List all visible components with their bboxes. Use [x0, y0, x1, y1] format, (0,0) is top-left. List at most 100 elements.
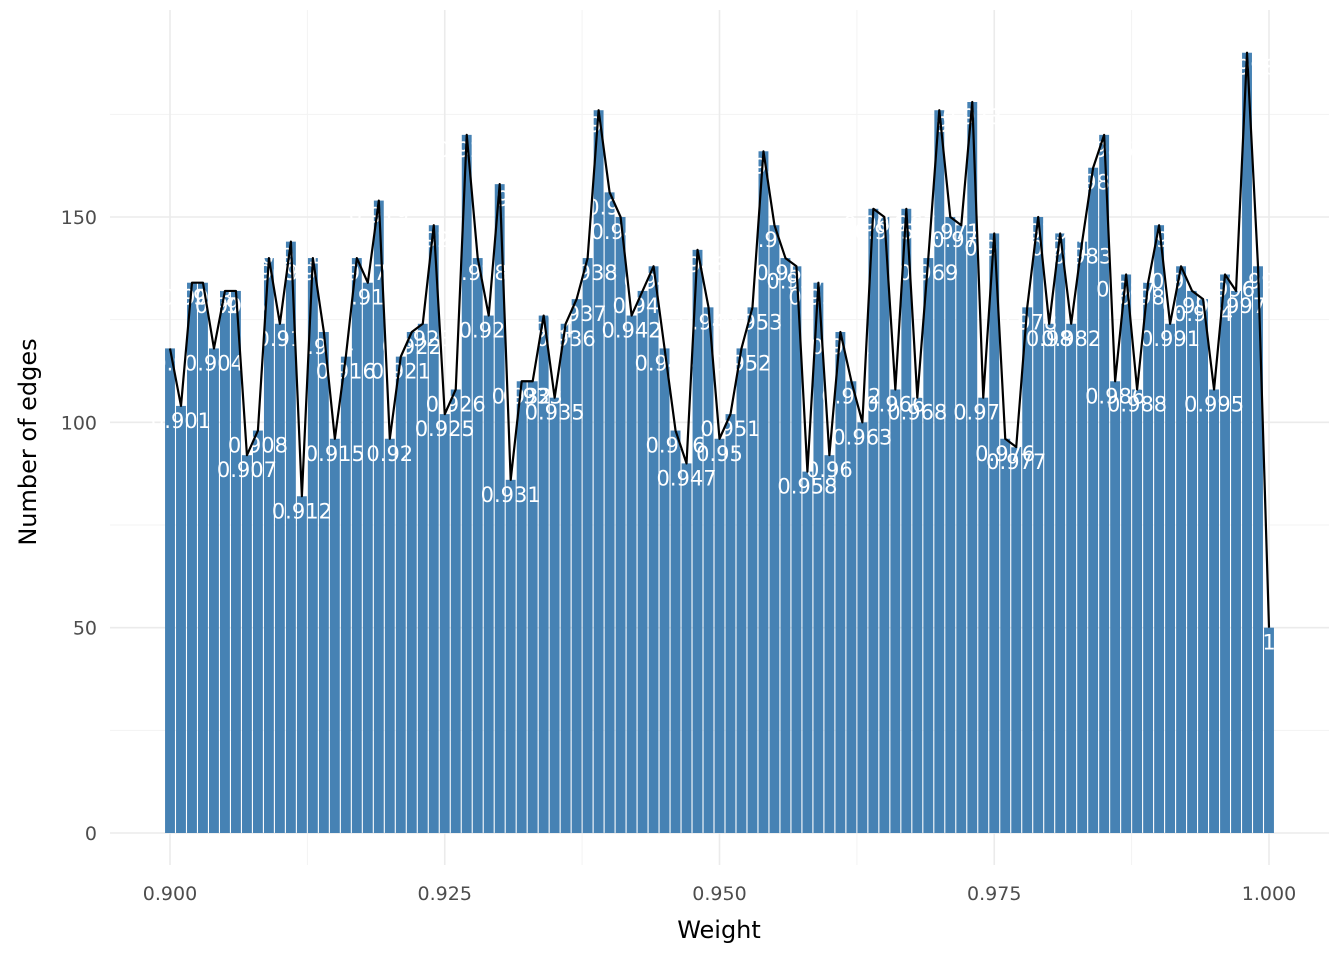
bar	[780, 258, 791, 833]
bar-value-label: 0.982	[1041, 327, 1101, 351]
bar	[428, 225, 439, 833]
bar-value-label: 0.997	[1206, 294, 1266, 318]
bar	[835, 331, 846, 833]
count-line	[168, 51, 1271, 628]
bar-value-label: 0.958	[777, 475, 837, 499]
bar	[846, 381, 857, 833]
bar	[1044, 323, 1055, 833]
bar-value-label: 0.922	[382, 335, 442, 359]
bar	[582, 258, 593, 833]
bar	[626, 315, 637, 833]
bar	[176, 405, 186, 833]
bar	[274, 323, 285, 833]
bar	[1143, 282, 1154, 834]
bar	[901, 208, 912, 834]
bar	[1022, 307, 1033, 834]
bar	[703, 307, 714, 834]
bar	[307, 258, 318, 833]
bar-value-label: 0.92	[366, 442, 413, 466]
bar-value-label: 0.966	[865, 392, 925, 416]
bar-value-label: 0.938	[558, 261, 618, 285]
bar-value-label: 0.943	[613, 294, 673, 318]
bar	[362, 282, 373, 834]
bar	[1011, 446, 1022, 833]
bar	[516, 381, 527, 833]
bar-value-label: 0.908	[228, 434, 288, 458]
y-tick-label: 100	[61, 412, 97, 434]
bar	[967, 102, 978, 833]
bar-value-label: 0.926	[426, 392, 486, 416]
bar-value-label: 0.96	[806, 458, 853, 482]
bar	[714, 438, 725, 833]
bar	[209, 348, 219, 833]
bar	[1242, 52, 1252, 834]
bar	[802, 471, 813, 833]
bar	[824, 455, 835, 833]
bar	[340, 356, 351, 833]
bar-value-label: 0.991	[1140, 327, 1200, 351]
bar	[890, 389, 901, 833]
bar	[571, 299, 582, 833]
bar-value-label: 0.956	[755, 261, 815, 285]
bar-value-label: 0.947	[656, 466, 716, 490]
bar-value-label: 0.955	[744, 228, 804, 252]
bar-value-label: 0.986	[1085, 384, 1145, 408]
bar	[461, 134, 472, 833]
bar	[978, 397, 989, 833]
y-tick-label: 0	[85, 823, 97, 845]
bar	[296, 496, 307, 833]
bar-value-label: 0.95	[696, 442, 743, 466]
bar	[373, 200, 384, 833]
bar-value-label: 0.915	[305, 442, 365, 466]
bar	[648, 266, 659, 833]
bar	[637, 290, 648, 833]
bar	[1198, 299, 1208, 833]
bar	[483, 315, 494, 833]
bar	[230, 290, 241, 833]
bar-value-label: 0.977	[986, 450, 1046, 474]
bar	[1220, 274, 1230, 833]
bar	[989, 233, 1000, 833]
bar-value-label: 0.918	[338, 286, 398, 310]
bar	[263, 258, 274, 833]
bar	[769, 225, 780, 833]
bar	[1187, 290, 1198, 833]
bar	[560, 323, 571, 833]
bar-value-label: 0.972	[931, 228, 991, 252]
bar-value-label: 0.923	[393, 327, 453, 351]
bar-value-label: 0.928	[448, 261, 508, 285]
bar	[736, 348, 747, 833]
bar	[1110, 381, 1121, 833]
bar-value-label: 0.9	[153, 351, 186, 375]
bar	[1033, 217, 1044, 833]
bar-value-label: 0.98	[1026, 327, 1073, 351]
bar-value-label: 0.925	[415, 417, 475, 441]
bar	[681, 463, 692, 833]
bar	[241, 455, 252, 833]
bar	[1209, 389, 1219, 833]
bar	[285, 241, 296, 833]
x-tick-label: 0.950	[692, 883, 746, 905]
bar	[1077, 241, 1088, 833]
bar	[879, 217, 890, 833]
bar-value-label: 0.963	[832, 425, 892, 449]
line-layer	[168, 51, 1271, 628]
bar	[384, 438, 395, 833]
bar	[868, 208, 879, 834]
bar	[329, 438, 340, 833]
bar-value-label: 0.976	[975, 442, 1035, 466]
bar	[747, 307, 758, 834]
bar-value-label: 0.953	[722, 310, 782, 334]
bar	[395, 356, 406, 833]
bar-value-label: 0.952	[711, 351, 771, 375]
bar	[934, 110, 945, 834]
bar	[604, 192, 615, 834]
bar-value-label: 0.904	[184, 351, 244, 375]
x-tick-label: 1.000	[1242, 883, 1296, 905]
bar-value-label: 0.988	[1107, 392, 1167, 416]
bar	[923, 258, 934, 833]
bar	[417, 323, 428, 833]
bar	[472, 258, 483, 833]
bar-value-label: 0.901	[151, 409, 211, 433]
bar	[615, 217, 626, 833]
